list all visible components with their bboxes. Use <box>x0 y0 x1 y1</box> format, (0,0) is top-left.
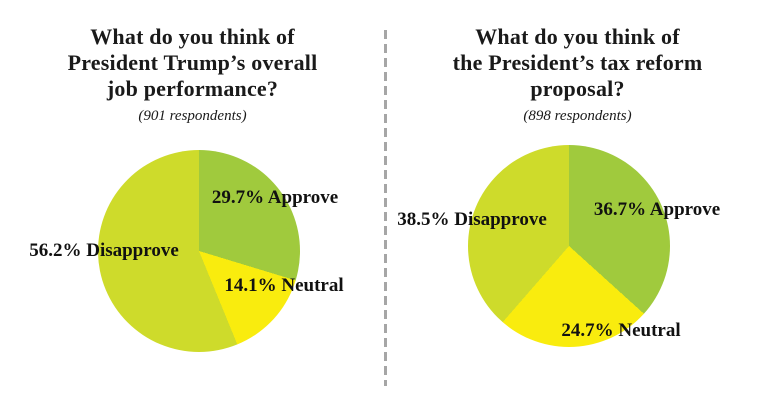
neutral-slice-label: 24.7% Neutral <box>561 320 681 341</box>
approve-slice-label: 29.7% Approve <box>211 187 339 208</box>
pie-chart-job-performance <box>98 150 300 352</box>
title-line-2: the President’s tax reform <box>452 50 703 75</box>
tax-reform-panel: What do you think of the President’s tax… <box>385 0 770 400</box>
title-line-3: proposal? <box>530 76 625 101</box>
respondents-count: (898 respondents) <box>523 108 632 124</box>
title-line-1: What do you think of <box>475 24 680 49</box>
title-line-2: President Trump’s overall <box>67 50 318 75</box>
title-line-3: job performance? <box>106 76 279 101</box>
job-performance-panel: What do you think of President Trump’s o… <box>0 24 385 352</box>
chart-title: What do you think of the President’s tax… <box>385 24 770 102</box>
approve-slice-label: 36.7% Approve <box>593 199 721 220</box>
title-line-1: What do you think of <box>90 24 295 49</box>
dashed-divider <box>384 30 387 386</box>
chart-title: What do you think of President Trump’s o… <box>0 24 385 102</box>
respondents-count: (901 respondents) <box>138 108 247 124</box>
disapprove-slice-label: 56.2% Disapprove <box>29 240 179 261</box>
disapprove-slice-label: 38.5% Disapprove <box>397 209 547 230</box>
pie-chart-tax-reform <box>468 145 670 347</box>
neutral-slice-label: 14.1% Neutral <box>224 275 344 296</box>
